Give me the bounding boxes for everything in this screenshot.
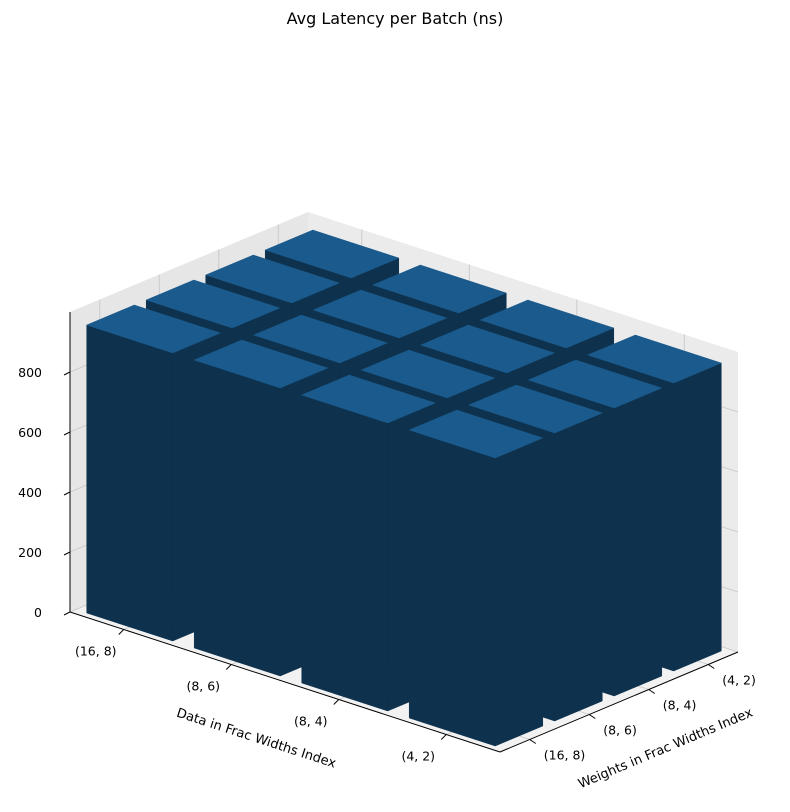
x-axis-line [69, 611, 501, 753]
z-tick-2 [63, 491, 71, 496]
y-tick-label-1: (8, 6) [603, 723, 637, 738]
x-tick-label-3: (4, 2) [401, 749, 435, 764]
y-tick-label-3: (4, 2) [722, 673, 756, 688]
x-tick-label-2: (8, 4) [294, 714, 328, 729]
bars [85, 229, 723, 747]
bar-top-face [145, 279, 281, 329]
z-tick-label-4: 800 [18, 365, 42, 380]
chart-title: Avg Latency per Batch (ns) [287, 9, 504, 28]
y-tick-label-0: (16, 8) [544, 748, 586, 763]
bar-top-face [360, 349, 496, 399]
bar-top-face [371, 264, 508, 314]
z-tick-3 [63, 431, 71, 436]
bar-top-face [586, 334, 723, 384]
y-axis-title: Weights in Frac Widths Index [576, 705, 755, 792]
x-tick-label-1: (8, 6) [186, 679, 220, 694]
bar-front-face [408, 429, 496, 747]
x-tick-label-0: (16, 8) [75, 644, 117, 659]
bar-top-face [527, 359, 663, 409]
bar-top-face [252, 314, 389, 364]
y-tick-2 [648, 689, 656, 694]
y-tick-3 [707, 664, 715, 669]
bar-top-face [408, 409, 544, 459]
bar-top-face [312, 289, 448, 339]
x-tick-2 [333, 699, 340, 705]
bar-top-face [193, 339, 329, 389]
z-tick-label-1: 200 [18, 545, 42, 560]
x-tick-1 [225, 664, 232, 670]
bar-top-face [419, 324, 556, 374]
bar-top-face [264, 229, 400, 279]
bar-3-0 [408, 409, 544, 747]
x-tick-0 [118, 629, 125, 635]
bar-top-face [467, 384, 604, 434]
z-tick-4 [63, 371, 71, 376]
bar-top-face [479, 299, 615, 349]
bar-top-face [85, 304, 222, 354]
bar-top-face [204, 254, 341, 304]
y-tick-label-2: (8, 4) [663, 698, 697, 713]
z-tick-0 [63, 611, 71, 616]
z-tick-label-2: 400 [18, 485, 42, 500]
z-tick-1 [63, 551, 71, 556]
bar-right-face [613, 387, 663, 697]
z-tick-label-0: 0 [34, 605, 42, 620]
y-tick-1 [588, 714, 596, 719]
bar-right-face [554, 412, 603, 722]
z-tick-label-3: 600 [18, 425, 42, 440]
bar-front-face [193, 359, 281, 677]
bar-front-face [86, 324, 173, 642]
bar-top-face [300, 374, 437, 424]
y-axis-line [499, 651, 739, 753]
bar-front-face [301, 394, 388, 712]
bar-right-face [673, 362, 722, 672]
bar-right-face [494, 437, 544, 747]
y-tick-0 [529, 739, 537, 744]
x-tick-3 [440, 734, 447, 740]
